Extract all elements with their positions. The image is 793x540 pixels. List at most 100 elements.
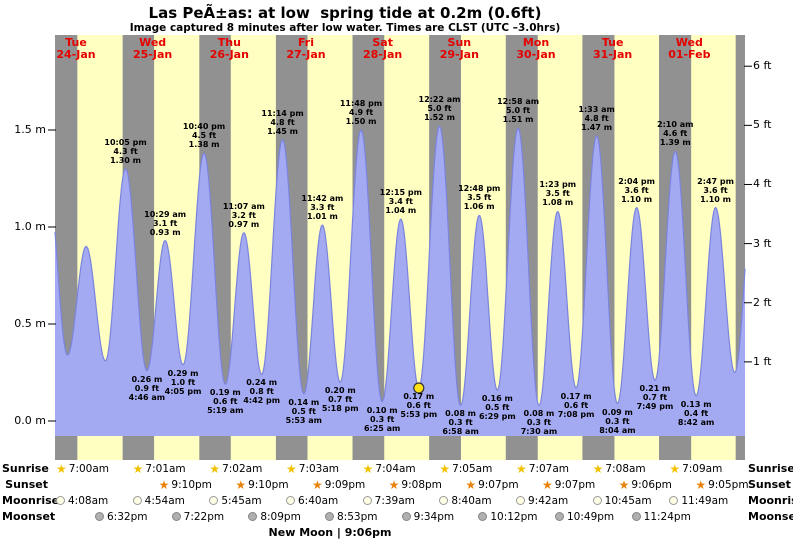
tide-curve-line (54, 125, 746, 407)
current-time-marker (413, 382, 425, 394)
tide-high-label: 10:05 pm 4.3 ft 1.30 m (104, 137, 147, 165)
sunset-time: 9:10pm (248, 478, 289, 491)
sunrise-time: 7:05am (452, 462, 493, 475)
y-axis-label-ft: 3 ft (753, 236, 772, 250)
sunset-entry: ★ 9:06pm (619, 477, 672, 492)
sunset-entry: ★ 9:07pm (465, 477, 518, 492)
tide-low-label: 0.21 m 0.7 ft 7:49 pm (636, 384, 674, 412)
tide-low-label: 0.19 m 0.6 ft 5:19 am (207, 388, 244, 416)
date-label: Tue 31-Jan (593, 36, 633, 61)
moonrise-time: 4:54am (144, 494, 185, 507)
moonset-time: 6:32pm (107, 510, 148, 523)
moonset-entry: 7:22pm (171, 509, 224, 524)
moonset-time: 9:34pm (413, 510, 455, 523)
sunrise-star-icon: ★ (209, 461, 221, 476)
tide-low-label: 0.08 m 0.3 ft 6:58 am (442, 409, 479, 437)
moonset-circle-icon (631, 512, 641, 521)
sunset-entry: ★ 9:10pm (235, 477, 288, 492)
moonrise-circle-icon (286, 496, 295, 505)
sunrise-label-right: Sunrise (748, 462, 793, 475)
tide-high-label: 12:58 am 5.0 ft 1.51 m (497, 97, 540, 125)
tide-low-label: 0.29 m 1.0 ft 4:05 pm (164, 368, 202, 396)
sunset-time: 9:10pm (171, 478, 212, 491)
sunrise-entry: ★ 7:08am (593, 461, 646, 476)
new-moon-label: New Moon | 9:06pm (268, 526, 392, 539)
sunset-entry: ★ 9:05pm (695, 477, 748, 492)
moonrise-entry: 6:40am (286, 493, 338, 508)
moonrise-circle-icon (669, 496, 679, 505)
date-label: Sun 29-Jan (439, 36, 479, 61)
moonrise-circle-icon (439, 496, 449, 505)
tide-area (55, 126, 745, 437)
sunset-star-icon: ★ (158, 477, 170, 492)
sunrise-entry: ★ 7:07am (516, 461, 569, 476)
y-axis-label-m: 0.0 m (14, 414, 46, 427)
moonset-circle-icon (171, 512, 181, 521)
sunrise-time: 7:02am (222, 462, 263, 475)
moonrise-time: 7:39am (374, 494, 415, 507)
y-axis-label-ft: 5 ft (753, 118, 772, 132)
sunset-entry: ★ 9:10pm (159, 477, 212, 492)
moonset-label-right: Moonset (748, 510, 793, 523)
tide-low-label: 0.09 m 0.3 ft 8:04 am (599, 407, 636, 435)
sunrise-time: 7:03am (298, 462, 340, 475)
sunrise-entry: ★ 7:03am (286, 461, 339, 476)
moonrise-entry: 8:40am (439, 493, 492, 508)
tide-high-label: 10:40 pm 4.5 ft 1.38 m (182, 122, 226, 150)
y-axis-label-ft: 6 ft (753, 59, 772, 73)
tide-high-label: 2:04 pm 3.6 ft 1.10 m (618, 176, 655, 204)
moonset-circle-icon (401, 512, 411, 521)
tide-high-label: 2:10 am 4.6 ft 1.39 m (657, 120, 694, 148)
tide-low-label: 0.13 m 0.4 ft 8:42 am (677, 399, 715, 427)
date-label: Wed 25-Jan (133, 36, 173, 61)
moonrise-time: 9:42am (528, 494, 569, 507)
sunset-star-icon: ★ (695, 477, 707, 492)
sunset-star-icon: ★ (542, 477, 553, 492)
moonrise-time: 6:40am (298, 494, 339, 507)
tide-low-label: 0.10 m 0.3 ft 6:25 am (363, 405, 401, 433)
page-title: Las PeÃ±as: at low spring tide at 0.2m (… (148, 4, 542, 22)
moonset-time: 10:12pm (490, 510, 538, 523)
y-axis-label-m: 1.0 m (14, 220, 46, 233)
moonrise-circle-icon (516, 496, 525, 505)
moonrise-circle-icon (362, 496, 372, 505)
date-label: Wed 01-Feb (668, 36, 711, 61)
tide-high-label: 12:48 pm 3.5 ft 1.06 m (458, 184, 501, 212)
moonset-time: 11:24pm (643, 510, 691, 523)
moonrise-entry: 4:08am (56, 493, 108, 508)
sunset-time: 9:07pm (478, 478, 519, 491)
moonrise-time: 10:45am (604, 494, 652, 507)
tide-high-label: 12:15 pm 3.4 ft 1.04 m (379, 188, 422, 216)
moonrise-time: 5:45am (221, 494, 262, 507)
sunrise-time: 7:04am (375, 462, 416, 475)
sunrise-time: 7:07am (528, 462, 570, 475)
moonset-entry: 6:32pm (95, 509, 147, 524)
moonset-circle-icon (95, 512, 104, 521)
moonset-time: 8:09pm (260, 510, 301, 523)
sunrise-entry: ★ 7:09am (669, 461, 722, 476)
tide-high-label: 11:42 am 3.3 ft 1.01 m (301, 194, 344, 222)
moonrise-circle-icon (132, 496, 142, 505)
page-subtitle: Image captured 8 minutes after low water… (129, 22, 561, 34)
y-axis-label-m: 1.5 m (14, 123, 46, 136)
moonset-circle-icon (478, 512, 488, 521)
moonset-circle-icon (325, 512, 334, 521)
y-axis-label-ft: 2 ft (753, 295, 772, 309)
sunset-time: 9:06pm (631, 478, 672, 491)
tide-high-label: 12:22 am 5.0 ft 1.52 m (418, 95, 461, 123)
sunset-star-icon: ★ (465, 477, 477, 492)
moonset-entry: 9:34pm (401, 509, 455, 524)
moonrise-label-left: Moonrise (2, 494, 60, 507)
sunrise-star-icon: ★ (439, 461, 451, 476)
moonset-circle-icon (248, 512, 258, 521)
sunset-entry: ★ 9:07pm (542, 477, 595, 492)
moonrise-circle-icon (592, 496, 602, 505)
sunset-time: 9:09pm (324, 478, 366, 491)
sunrise-star-icon: ★ (669, 461, 681, 476)
sunrise-entry: ★ 7:02am (209, 461, 262, 476)
tide-low-label: 0.17 m 0.6 ft 5:53 pm (400, 392, 438, 420)
moonset-circle-icon (555, 512, 564, 521)
sunrise-star-icon: ★ (516, 461, 527, 476)
sunset-star-icon: ★ (235, 477, 247, 492)
tide-high-label: 10:29 am 3.1 ft 0.93 m (144, 209, 187, 237)
